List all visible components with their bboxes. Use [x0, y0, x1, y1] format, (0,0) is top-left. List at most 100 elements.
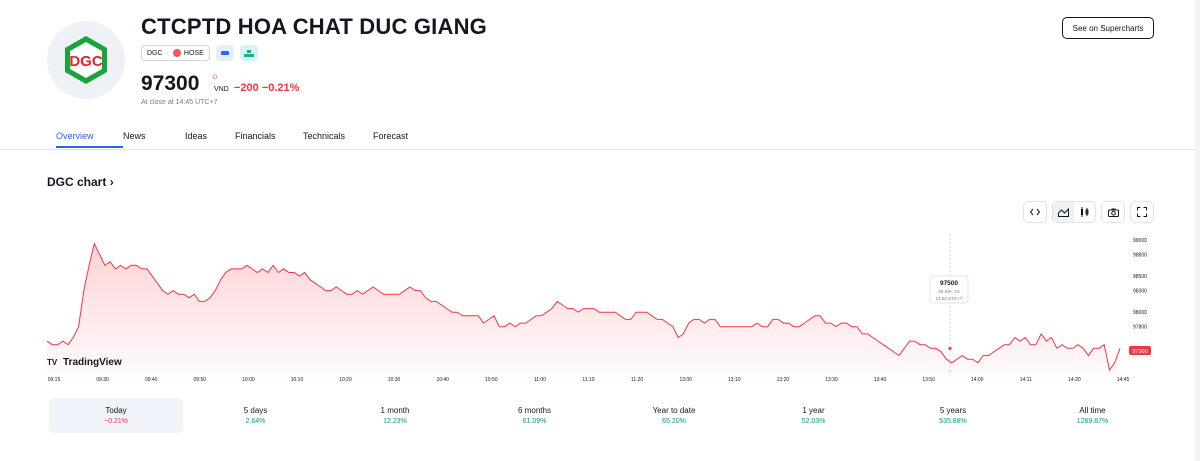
x-axis-tick: 13:10 — [728, 377, 741, 383]
period-button[interactable]: 1 month 12.23% — [328, 398, 462, 433]
page-scrollbar[interactable] — [1195, 0, 1200, 461]
chart-title: DGC chart — [47, 175, 107, 189]
period-button[interactable]: 5 days 2.64% — [189, 398, 323, 433]
tooltip-date: 05 Dec '23 — [938, 289, 960, 294]
last-price-label: 97300 — [1132, 349, 1147, 355]
period-change: 2.64% — [245, 418, 266, 425]
logo-text: DGC — [69, 53, 103, 70]
y-axis-tick: 98800 — [1133, 252, 1147, 258]
x-axis-tick: 13:20 — [777, 377, 790, 383]
y-axis-tick: 97800 — [1133, 325, 1147, 331]
x-axis-tick: 10:30 — [388, 377, 401, 383]
symbol-tabs: Overview News Ideas Financials Technical… — [56, 131, 433, 148]
market-status: At close at 14:45 UTC+7 — [141, 99, 218, 106]
period-button[interactable]: 1 year 52.03% — [747, 398, 881, 433]
tooltip-price: 97500 — [940, 280, 958, 287]
company-name: CTCPTD HOA CHAT DUC GIANG — [141, 14, 487, 39]
period-button[interactable]: 6 months 61.09% — [468, 398, 602, 433]
period-change: 535.88% — [939, 418, 967, 425]
chevron-right-icon: › — [109, 175, 114, 189]
sector-icon[interactable] — [239, 45, 258, 61]
tradingview-watermark: TV TradingView — [47, 357, 122, 368]
period-change: 61.09% — [522, 418, 547, 425]
x-axis-tick: 13:50 — [922, 377, 935, 383]
x-axis-tick: 10:50 — [485, 377, 498, 383]
fullscreen-icon[interactable] — [1131, 202, 1153, 222]
chip-separator: · — [166, 49, 169, 57]
currency: VND — [214, 86, 229, 93]
svg-text:TV: TV — [47, 358, 58, 367]
period-change: −0.21% — [104, 418, 128, 425]
chart-title-link[interactable]: DGC chart › — [47, 175, 114, 189]
candles-icon[interactable] — [1074, 202, 1095, 222]
x-axis-tick: 09:30 — [96, 377, 109, 383]
period-label: 5 years — [939, 406, 967, 415]
x-axis-tick: 10:40 — [436, 377, 449, 383]
period-button[interactable]: Year to date 65.20% — [607, 398, 741, 433]
x-axis-tick: 11:10 — [582, 377, 594, 383]
see-on-supercharts-button[interactable]: See on Supercharts — [1062, 17, 1154, 39]
period-change: 1269.67% — [1076, 418, 1109, 425]
period-label: 5 days — [243, 406, 268, 415]
x-axis-tick: 10:20 — [339, 377, 352, 383]
period-label: All time — [1079, 406, 1106, 415]
currency-mark: D — [213, 75, 218, 81]
period-button[interactable]: All time 1269.67% — [1026, 398, 1160, 433]
tab-financials[interactable]: Financials — [235, 131, 276, 141]
x-axis-tick: 11:00 — [534, 377, 546, 383]
price-area-fill — [47, 243, 1120, 375]
tab-news[interactable]: News — [123, 131, 146, 141]
y-axis-tick: 99000 — [1133, 238, 1147, 244]
x-axis-tick: 11:20 — [631, 377, 643, 383]
x-axis-tick: 09:40 — [145, 377, 158, 383]
tab-ideas[interactable]: Ideas — [185, 131, 208, 141]
x-axis-tick: 14:00 — [971, 377, 984, 383]
x-axis-tick: 14:20 — [1068, 377, 1081, 383]
x-axis-tick: 14:45 — [1117, 377, 1130, 383]
tab-overview[interactable]: Overview — [56, 131, 123, 148]
period-label: 1 year — [802, 406, 825, 415]
price-change: −200 −0.21% — [234, 82, 300, 94]
price-line — [46, 242, 1121, 372]
price-chart[interactable]: 99000 98800 98500 98300 98000 97800 97500 09:1… — [0, 228, 1195, 388]
period-label: Year to date — [652, 406, 696, 415]
crosshair-tooltip: 97500 05 Dec '23 13:53 UTC+7 — [929, 275, 969, 304]
symbol-exchange-chip[interactable]: DGC · HOSE — [141, 45, 210, 61]
y-axis-tick: 98000 — [1133, 310, 1147, 316]
x-axis-tick: 14:11 — [1020, 377, 1032, 383]
period-button[interactable]: Today −0.21% — [49, 398, 183, 433]
y-axis-tick: 98500 — [1133, 274, 1147, 280]
x-axis-tick: 13:30 — [825, 377, 838, 383]
dgc-logo: DGC — [65, 36, 107, 84]
tab-technicals[interactable]: Technicals — [303, 131, 346, 141]
x-axis-tick: 09:50 — [194, 377, 207, 383]
x-axis-tick: 09:15 — [48, 377, 61, 383]
period-label: Today — [105, 406, 127, 415]
chart-style-group — [1052, 201, 1096, 223]
period-change: 12.23% — [383, 418, 407, 425]
embed-icon[interactable] — [1024, 202, 1046, 222]
fullscreen-button-group — [1130, 201, 1154, 223]
tabs-divider — [0, 149, 1200, 150]
period-change: 65.20% — [662, 418, 686, 425]
symbol-ticker: DGC — [147, 49, 163, 57]
x-axis-tick: 13:00 — [679, 377, 692, 383]
x-axis-tick: 10:00 — [242, 377, 255, 383]
x-axis-tick: 10:10 — [291, 377, 304, 383]
area-chart-icon[interactable] — [1053, 202, 1074, 222]
last-price: 97300 — [141, 72, 200, 95]
exchange-name: HOSE — [183, 49, 204, 57]
period-label: 1 month — [380, 406, 410, 415]
tooltip-time: 13:53 UTC+7 — [936, 296, 963, 301]
symbol-chips: DGC · HOSE — [141, 45, 258, 61]
period-label: 6 months — [518, 406, 551, 415]
stock-type-icon[interactable] — [215, 45, 234, 61]
period-button[interactable]: 5 years 535.88% — [886, 398, 1020, 433]
snapshot-button-group — [1101, 201, 1125, 223]
exchange-flag-icon — [172, 49, 181, 57]
tradingview-logo-text: TradingView — [63, 357, 122, 368]
tab-forecast[interactable]: Forecast — [373, 131, 409, 141]
crosshair-point — [948, 346, 952, 350]
x-axis-tick: 13:40 — [874, 377, 887, 383]
camera-icon[interactable] — [1102, 202, 1124, 222]
